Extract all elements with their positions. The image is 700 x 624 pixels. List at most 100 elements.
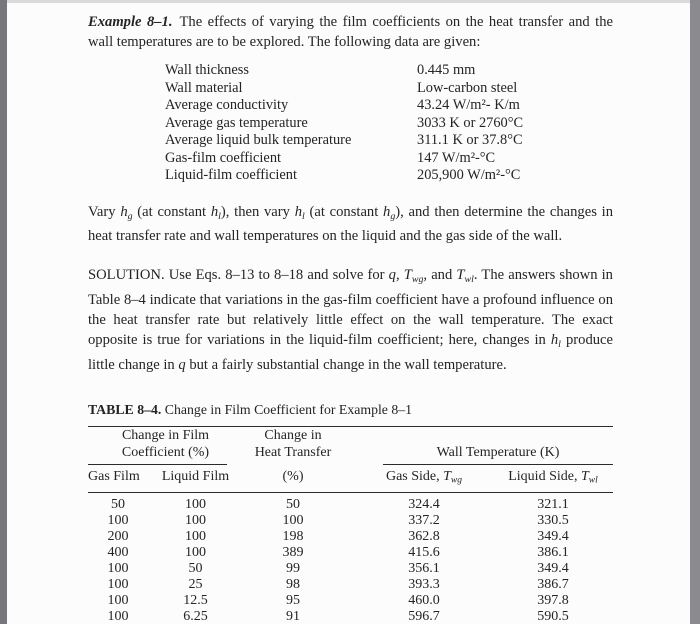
- table-cell: 397.8: [537, 592, 569, 608]
- text-run: (at constant: [132, 203, 211, 220]
- rule-under-wall-group: [383, 461, 613, 465]
- table-body: 50 100 50 324.4 321.1 100 100 100 337.2 …: [88, 497, 613, 624]
- math-subscript: g: [390, 210, 396, 222]
- table-cell: 330.5: [537, 513, 569, 529]
- math-var: h: [120, 203, 128, 220]
- table-cell: 50: [286, 497, 300, 513]
- table-cell: 95: [286, 592, 300, 608]
- column-header-gas-film: Gas Film: [88, 468, 140, 484]
- table-8-4: TABLE 8–4. Change in Film Coefficient fo…: [88, 402, 613, 624]
- table-row: 200 100 198 362.8 349.4: [88, 529, 613, 545]
- page-edge-right: [690, 0, 700, 624]
- math-subscript: g: [127, 210, 133, 222]
- group-header-film-line1: Change in Film: [121, 427, 210, 443]
- vary-paragraph: Vary hg (at constant hl), then vary hl (…: [88, 202, 613, 247]
- example-paragraph: Example 8–1. The effects of varying the f…: [88, 12, 613, 52]
- math-var: T: [443, 468, 451, 484]
- table-title: TABLE 8–4. Change in Film Coefficient fo…: [88, 402, 613, 418]
- table-cell: 100: [185, 545, 206, 561]
- math-var: h: [210, 203, 219, 220]
- item-label: Wall material: [165, 79, 243, 96]
- list-item: Wall thickness 0.445 mm: [165, 62, 613, 80]
- page-content: Example 8–1. The effects of varying the f…: [88, 12, 613, 624]
- table-cell: 99: [286, 561, 300, 577]
- table-row: 50 100 50 324.4 321.1: [88, 497, 613, 513]
- given-data-list: Wall thickness 0.445 mm Wall material Low-…: [165, 62, 613, 185]
- page-edge-left: [0, 0, 7, 624]
- solution-paragraph: SOLUTION. Use Eqs. 8–13 to 8–18 and solv…: [88, 265, 613, 375]
- group-header-heat-line2: Heat Transfer: [254, 444, 332, 460]
- item-label: Average conductivity: [165, 97, 289, 113]
- group-header-film-line2: Coefficient (%): [121, 444, 210, 460]
- table-cell: 356.1: [408, 561, 440, 577]
- table-cell: 590.5: [537, 608, 569, 624]
- table-cell: 100: [107, 561, 129, 577]
- table-cell: 6.25: [183, 608, 208, 624]
- list-item: Liquid-film coefficient 205,900 W/m²-°C: [165, 167, 613, 185]
- item-value: Low-carbon steel: [417, 79, 518, 96]
- table-cell: 337.2: [408, 513, 440, 529]
- table-cell: 349.4: [537, 561, 569, 577]
- table-cell: 91: [286, 608, 300, 624]
- item-value: 3033 K or 2760°C: [417, 114, 524, 131]
- example-label: Example 8–1.: [88, 14, 173, 30]
- table-cell: 98: [286, 576, 300, 592]
- text-run: ,: [395, 267, 404, 284]
- math-subscript: wl: [588, 475, 598, 486]
- list-item: Average gas temperature 3033 K or 2760°C: [165, 115, 613, 133]
- list-item: Wall material Low-carbon steel: [165, 80, 613, 98]
- math-var: T: [580, 468, 589, 484]
- text-run: but a fairly substantial change in the w…: [185, 356, 507, 373]
- table-title-text: Change in Film Coefficient for Example 8…: [164, 401, 413, 417]
- table-group-header-row-1: Change in Film Change in: [88, 427, 613, 444]
- group-header-heat-line1: Change in: [264, 427, 322, 443]
- item-label: Average gas temperature: [165, 114, 308, 131]
- list-item: Gas-film coefficient 147 W/m²-°C: [165, 150, 613, 168]
- item-value: 311.1 K or 37.8°C: [417, 132, 523, 148]
- table-cell: 100: [107, 513, 129, 529]
- text-run: . The answers shown in Table 8–4 indicat…: [88, 267, 613, 349]
- table-cell: 100: [185, 513, 206, 529]
- table-row: 100 25 98 393.3 386.7: [88, 577, 613, 593]
- table-cell: 100: [107, 608, 129, 624]
- table-cell: 386.1: [537, 545, 569, 561]
- table-row: 100 50 99 356.1 349.4: [88, 561, 613, 577]
- table-cell: 596.7: [408, 608, 440, 624]
- table-cell: 460.0: [408, 592, 440, 608]
- table-cell: 25: [188, 576, 203, 592]
- table-group-rules: [88, 461, 613, 465]
- table-cell: 50: [188, 561, 203, 577]
- table-cell: 100: [185, 529, 206, 545]
- table-column-header-row: Gas Film Liquid Film (%) Gas Side, Twg L…: [88, 465, 613, 493]
- item-value: 205,900 W/m²-°C: [417, 167, 521, 183]
- table-rule-header: [88, 492, 613, 494]
- column-header-gas-side: Gas Side, Twg: [343, 465, 493, 493]
- table-row: 100 6.25 91 596.7 590.5: [88, 609, 613, 624]
- table-cell: 362.8: [408, 529, 440, 545]
- page-edge-top: [7, 0, 690, 3]
- table-cell: 393.3: [408, 576, 440, 592]
- math-var: h: [550, 332, 559, 349]
- text-run: SOLUTION. Use Eqs. 8–13 to 8–18 and solv…: [88, 267, 389, 284]
- math-var: h: [383, 203, 391, 220]
- math-subscript: l: [302, 210, 305, 222]
- table-cell: 100: [107, 592, 129, 608]
- table-row: 100 100 100 337.2 330.5: [88, 513, 613, 529]
- table-cell: 324.4: [408, 497, 440, 513]
- text-run: Liquid Side,: [508, 468, 581, 484]
- rule-under-film-group: [88, 461, 227, 465]
- text-run: , and: [423, 267, 457, 284]
- list-item: Average conductivity 43.24 W/m²- K/m: [165, 97, 613, 115]
- math-subscript: l: [218, 210, 221, 222]
- table-row: 100 12.5 95 460.0 397.8: [88, 593, 613, 609]
- column-header-liquid-side: Liquid Side, Twl: [493, 465, 613, 493]
- column-header-liquid-film: Liquid Film: [161, 468, 230, 484]
- table-cell: 386.7: [537, 576, 569, 592]
- item-label: Gas-film coefficient: [165, 149, 282, 166]
- text-run: Gas Side,: [385, 468, 444, 484]
- group-header-wall-temperature: Wall Temperature (K): [436, 444, 560, 460]
- table-cell: 198: [282, 529, 304, 545]
- text-run: produce little change in: [88, 332, 613, 373]
- table-cell: 389: [282, 545, 304, 561]
- table-cell: 100: [107, 576, 129, 592]
